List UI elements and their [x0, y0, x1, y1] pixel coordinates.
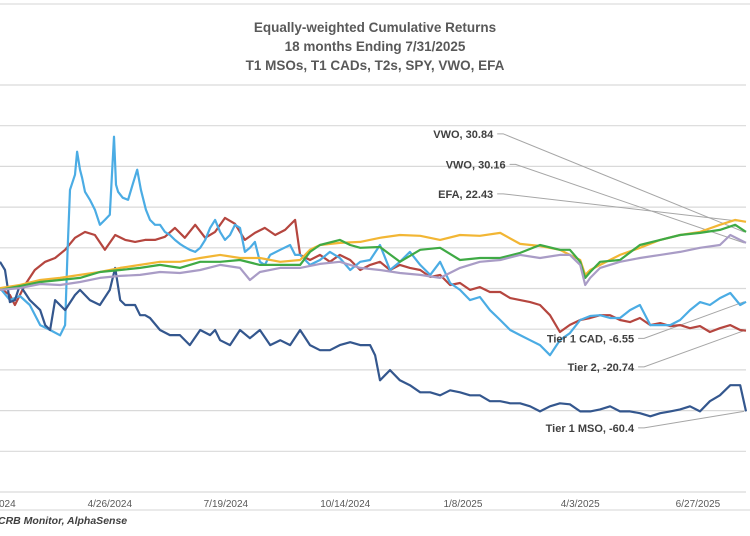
series-line-efa: [0, 218, 747, 290]
x-tick-label: 10/14/2024: [320, 499, 370, 510]
x-tick-label: 024: [0, 499, 16, 510]
chart-title: Equally-weighted Cumulative Returns: [253, 20, 497, 35]
series-line-vwo-green: [0, 223, 747, 291]
source-note: CRB Monitor, AlphaSense: [0, 515, 128, 527]
series-line-tier-1-mso: [0, 261, 748, 418]
x-tick-label: 4/26/2024: [88, 499, 133, 510]
series-end-label: Tier 1 CAD, -6.55: [547, 333, 634, 345]
series-end-label: Tier 1 MSO, -60.4: [546, 423, 635, 435]
series-lines: [0, 135, 748, 418]
x-tick-label: 6/27/2025: [676, 499, 721, 510]
label-leader-lines: [497, 133, 745, 429]
x-tick-label: 7/19/2024: [204, 499, 249, 510]
series-end-labels: Tier 2, -20.74 Tier 1 CAD, -6.55 Tier 1 MS…: [433, 129, 635, 435]
chart-subtitle-line-1: 18 months Ending 7/31/2025: [284, 39, 466, 54]
leader-line: [509, 163, 745, 244]
leader-line: [497, 193, 745, 223]
chart-subtitle-line-2: T1 MSOs, T1 CADs, T2s, SPY, VWO, EFA: [245, 58, 505, 73]
x-tick-label: 4/3/2025: [561, 499, 600, 510]
leader-line: [638, 410, 745, 429]
series-end-label: Tier 2, -20.74: [568, 362, 635, 374]
x-axis-tick-labels: 024 4/26/2024 7/19/2024 10/14/2024 1/8/2025 4…: [0, 499, 721, 510]
leader-line: [638, 301, 745, 339]
series-end-label: EFA, 22.43: [438, 189, 493, 201]
x-tick-label: 1/8/2025: [443, 499, 482, 510]
leader-line: [497, 133, 745, 233]
series-line-vwo-lavender: [0, 233, 747, 291]
series-line-tier-2: [0, 216, 747, 334]
series-end-label: VWO, 30.84: [433, 129, 494, 141]
series-line-tier-1-cad: [0, 135, 747, 357]
leader-line: [638, 330, 745, 368]
series-end-label: VWO, 30.16: [446, 159, 506, 171]
